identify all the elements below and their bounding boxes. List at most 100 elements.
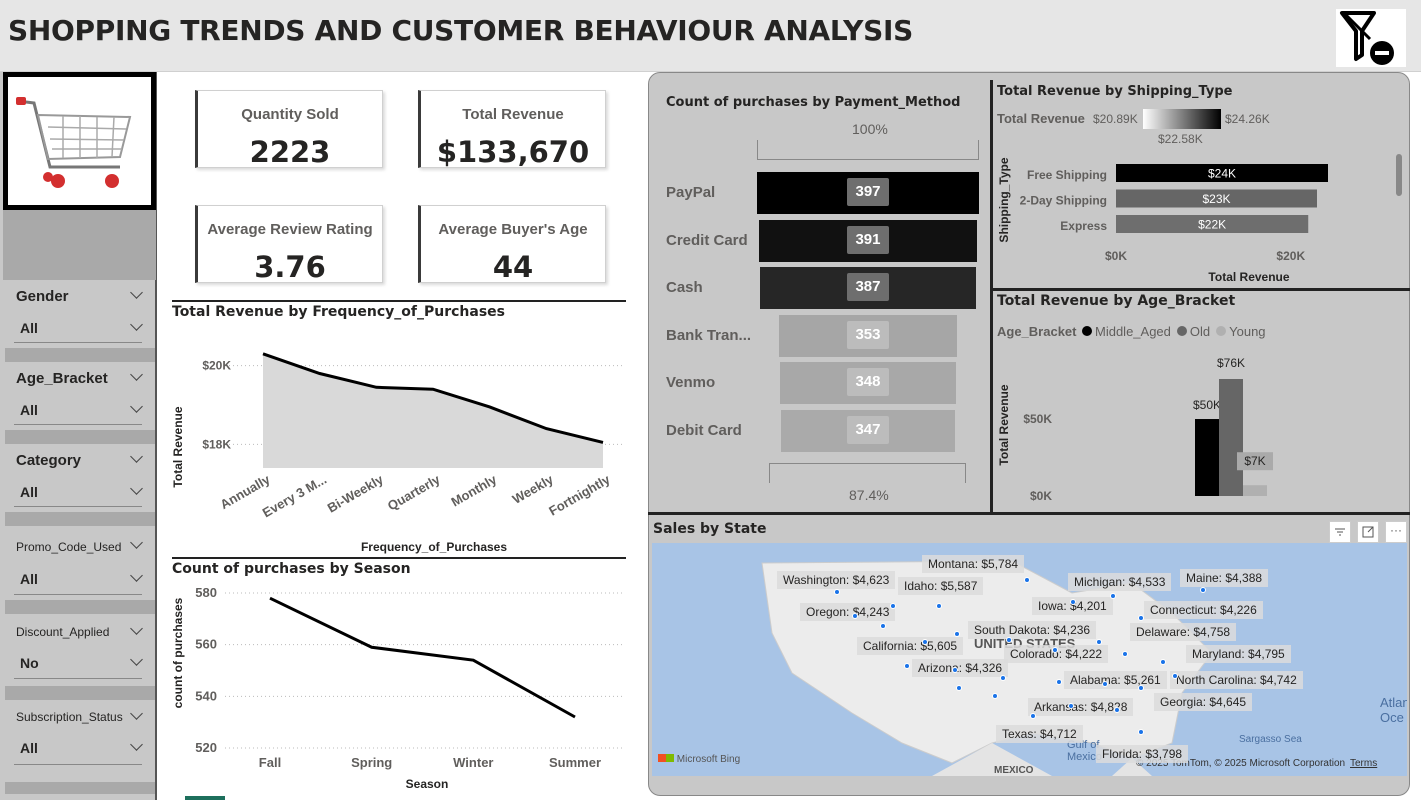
map-bubble[interactable]: [1056, 679, 1062, 685]
map-bubble[interactable]: [936, 603, 942, 609]
map-bubble[interactable]: [1114, 707, 1120, 713]
map-bubble[interactable]: [1138, 615, 1144, 621]
slicer-promo-code[interactable]: Promo_Code_Used All: [6, 528, 151, 600]
slicer-gender[interactable]: Gender All: [6, 280, 151, 348]
payment-bar[interactable]: 397: [757, 172, 979, 214]
map-bubble[interactable]: [1000, 675, 1006, 681]
state-label[interactable]: Montana: $5,784: [922, 555, 1025, 573]
chevron-down-icon[interactable]: [130, 653, 143, 666]
map-bubble[interactable]: [1172, 673, 1178, 679]
state-label[interactable]: Maine: $4,388: [1180, 569, 1269, 587]
map-bubble[interactable]: [956, 685, 962, 691]
map-bubble[interactable]: [954, 631, 960, 637]
age-bracket-bar-chart[interactable]: Total Revenue $50K $0K $50K $76K $7K: [993, 345, 1405, 508]
payment-chart-title: Count of purchases by Payment_Method: [666, 95, 961, 110]
state-label[interactable]: California: $5,605: [857, 637, 964, 655]
kpi-label: Average Buyer's Age: [438, 221, 588, 238]
slicer-subscription-status[interactable]: Subscription_Status All: [6, 700, 151, 772]
state-label[interactable]: South Dakota: $4,236: [968, 621, 1097, 639]
map-bubble[interactable]: [904, 663, 910, 669]
filter-visual-button[interactable]: [1329, 521, 1351, 543]
bing-label: Microsoft Bing: [676, 754, 741, 765]
state-label[interactable]: Oregon: $4,243: [800, 603, 896, 621]
map-bubble[interactable]: [1110, 593, 1116, 599]
state-label[interactable]: Alabama: $5,261: [1064, 671, 1167, 689]
chevron-down-icon[interactable]: [130, 400, 143, 413]
state-label[interactable]: Connecticut: $4,226: [1144, 601, 1263, 619]
map-bubble[interactable]: [834, 589, 840, 595]
shipping-x-tick: $20K: [1276, 249, 1305, 263]
map-bubble[interactable]: [952, 667, 958, 673]
shipping-bar-chart[interactable]: Shipping_Type Total Revenue Free Shippin…: [993, 150, 1405, 286]
map-bubble[interactable]: [1138, 729, 1144, 735]
age-legend-item[interactable]: Young: [1216, 324, 1266, 339]
age-legend-item[interactable]: Old: [1176, 324, 1210, 339]
chevron-down-icon[interactable]: [130, 286, 143, 299]
map-bubble[interactable]: [852, 613, 858, 619]
chevron-down-icon[interactable]: [130, 536, 143, 549]
chevron-down-icon[interactable]: [130, 622, 143, 635]
slicer-category-value[interactable]: All: [20, 484, 38, 500]
map-bubble[interactable]: [1160, 659, 1166, 665]
freq-x-tick: Every 3 M...: [260, 472, 329, 521]
slicer-subscription-value[interactable]: All: [20, 740, 38, 756]
state-label[interactable]: Arkansas: $4,828: [1028, 698, 1134, 716]
chevron-down-icon[interactable]: [130, 569, 143, 582]
chevron-down-icon[interactable]: [130, 368, 143, 381]
map-bubble[interactable]: [1200, 587, 1206, 593]
map-terms-link[interactable]: Terms: [1350, 758, 1378, 769]
state-label[interactable]: Michigan: $4,533: [1068, 573, 1172, 591]
more-options-button[interactable]: ···: [1385, 521, 1407, 543]
slicer-promo-code-value[interactable]: All: [20, 571, 38, 587]
map-bubble[interactable]: [1096, 639, 1102, 645]
state-label[interactable]: Florida: $3,798: [1096, 745, 1189, 763]
map-bubble[interactable]: [1122, 651, 1128, 657]
clear-filters-button[interactable]: [1336, 9, 1406, 67]
chevron-down-icon[interactable]: [130, 482, 143, 495]
state-label[interactable]: Maryland: $4,795: [1186, 645, 1291, 663]
map-bubble[interactable]: [1102, 681, 1108, 687]
map-bubble[interactable]: [922, 639, 928, 645]
slicer-age-bracket-value[interactable]: All: [20, 402, 38, 418]
map-bubble[interactable]: [992, 693, 998, 699]
slicer-age-bracket[interactable]: Age_Bracket All: [6, 362, 151, 430]
panel-divider: [990, 80, 993, 512]
payment-bar[interactable]: 347: [780, 409, 956, 452]
chevron-down-icon[interactable]: [130, 450, 143, 463]
scrollbar[interactable]: [1396, 154, 1402, 196]
state-label[interactable]: Texas: $4,712: [996, 725, 1083, 743]
state-label[interactable]: North Carolina: $4,742: [1170, 671, 1303, 689]
slicer-category[interactable]: Category All: [6, 444, 151, 512]
season-line-chart[interactable]: count of purchases Season 580 560 540 520 Fa…: [165, 578, 635, 794]
map-bubble[interactable]: [1138, 685, 1144, 691]
slicer-discount-value[interactable]: No: [20, 655, 39, 671]
map-bubble[interactable]: [880, 623, 886, 629]
state-label[interactable]: Arizona: $4,326: [912, 659, 1009, 677]
state-label[interactable]: Iowa: $4,201: [1032, 597, 1113, 615]
focus-mode-button[interactable]: [1357, 521, 1379, 543]
payment-bar[interactable]: 391: [758, 219, 978, 262]
map-bubble[interactable]: [1006, 637, 1012, 643]
state-label[interactable]: Colorado: $4,222: [1004, 645, 1109, 663]
chevron-down-icon[interactable]: [130, 738, 143, 751]
freq-area-chart[interactable]: Total Revenue Frequency_of_Purchases $20…: [165, 322, 635, 557]
payment-bar[interactable]: 353: [779, 314, 957, 357]
map-bubble[interactable]: [1030, 713, 1036, 719]
payment-bar[interactable]: 387: [759, 267, 977, 309]
state-label[interactable]: Georgia: $4,645: [1154, 693, 1253, 711]
slicer-discount-applied[interactable]: Discount_Applied No: [6, 614, 151, 686]
payment-bar[interactable]: 348: [780, 362, 956, 404]
state-label[interactable]: Washington: $4,623: [777, 571, 896, 589]
state-label[interactable]: Delaware: $4,758: [1130, 623, 1237, 641]
state-label[interactable]: Idaho: $5,587: [898, 577, 984, 595]
age-legend-item[interactable]: Middle_Aged: [1082, 324, 1171, 339]
chevron-down-icon[interactable]: [130, 707, 143, 720]
map-bubble[interactable]: [1024, 577, 1030, 583]
map-bubble[interactable]: [1068, 703, 1074, 709]
slicer-gender-value[interactable]: All: [20, 320, 38, 336]
map-bubble[interactable]: [1052, 647, 1058, 653]
chevron-down-icon[interactable]: [130, 318, 143, 331]
map-bubble[interactable]: [1070, 599, 1076, 605]
sales-map[interactable]: UNITED STATES MEXICO Gulf of Mexico Sarg…: [652, 543, 1407, 776]
map-bubble[interactable]: [890, 603, 896, 609]
